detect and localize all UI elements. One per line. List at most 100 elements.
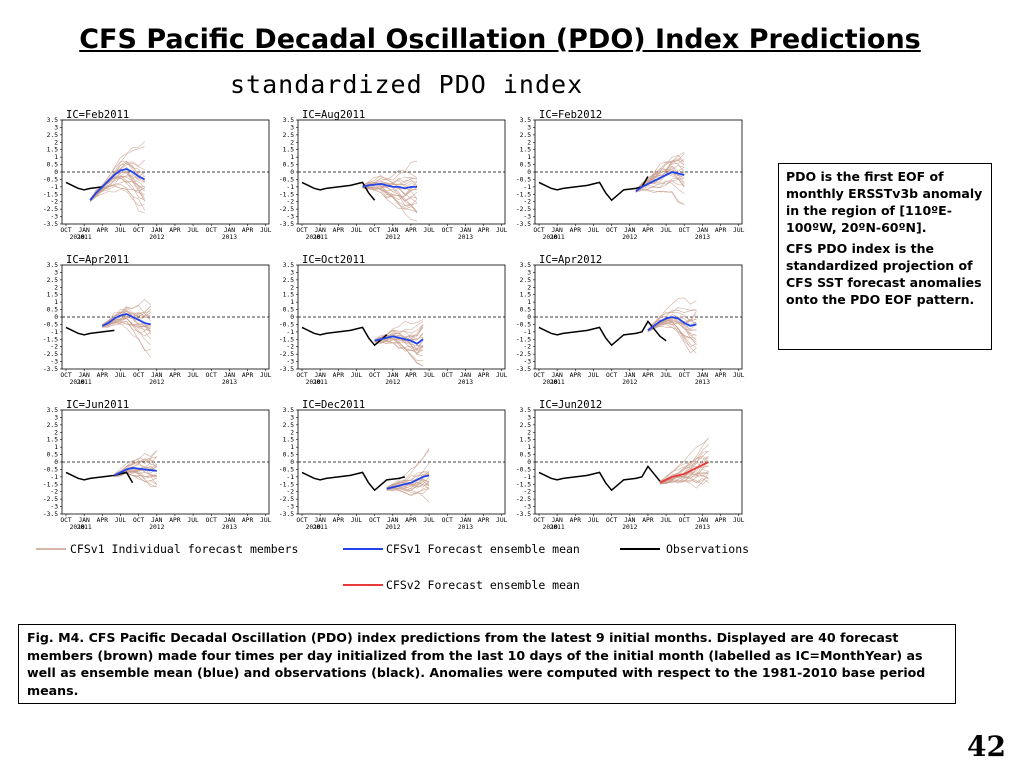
panel-ic-aug2011-member-line	[362, 186, 418, 208]
panel-ic-dec2011-xtick-label: JUL	[423, 517, 435, 524]
panel-ic-dec2011-observations-line	[301, 471, 406, 492]
panel-ic-jun2011-ytick-label: 1.5	[47, 437, 59, 444]
panel-ic-apr2012-member-line	[647, 322, 697, 348]
panel-ic-jun2012-ytick-label: 0.5	[520, 452, 532, 459]
panel-ic-aug2011-xtick-label: JUL	[423, 227, 435, 234]
panel-ic-feb2012-xtick-label: APR	[642, 227, 654, 234]
panel-ic-feb2012-ytick-label: -1	[523, 184, 531, 191]
panel-ic-oct2011-ytick-label: -2	[286, 344, 294, 351]
legend-v1-mean-label: CFSv1 Forecast ensemble mean	[386, 542, 580, 556]
panel-ic-apr2011-member-line	[102, 306, 151, 326]
panel-ic-jun2012-xtick-label: APR	[570, 517, 582, 524]
panel-ic-apr2012-ytick-label: 0.5	[520, 307, 532, 314]
panel-ic-apr2011-xtick-label: JUL	[187, 372, 199, 379]
panel-ic-jun2012-ytick-label: 2	[527, 429, 531, 436]
panel-ic-feb2011-ytick-label: -3	[50, 214, 58, 221]
panel-ic-oct2011-xtick-label: OCT	[369, 372, 381, 379]
panel-ic-dec2011-year-label: 2012	[385, 524, 400, 531]
panel-ic-oct2011-xtick-label: OCT	[442, 372, 454, 379]
panel-ic-dec2011-ytick-label: -3.5	[279, 511, 294, 518]
panel-ic-feb2012-label: IC=Feb2012	[539, 109, 602, 121]
panel-ic-aug2011-ytick-label: -3.5	[279, 221, 294, 228]
panel-ic-jun2012-member-line	[660, 469, 709, 484]
panel-ic-jun2012-ytick-label: 1.5	[520, 437, 532, 444]
panel-ic-jun2012-ytick-label: -2	[523, 489, 531, 496]
panel-ic-jun2012-member-line	[659, 437, 709, 482]
panel-ic-aug2011-ytick-label: 1	[290, 154, 294, 161]
panel-ic-dec2011-member-line	[386, 489, 430, 503]
panel-ic-feb2012-year-label: 2011	[550, 234, 565, 241]
panel-ic-feb2011-label: IC=Feb2011	[66, 109, 129, 121]
panel-ic-apr2012-ytick-label: 1	[527, 299, 531, 306]
panel-ic-feb2012-ytick-label: 2.5	[520, 132, 532, 139]
panel-ic-jun2012-xtick-label: JAN	[551, 517, 563, 524]
panel-ic-jun2012-member-line	[659, 465, 709, 484]
panel-ic-apr2012-observations-line	[538, 320, 667, 347]
panel-ic-oct2011-ytick-label: 3.5	[283, 262, 295, 269]
legend-members-label: CFSv1 Individual forecast members	[70, 542, 298, 556]
panel-ic-aug2011-ytick-label: 2	[290, 139, 294, 146]
panel-ic-aug2011-ytick-label: -0.5	[279, 176, 294, 183]
panel-ic-apr2011-xtick-label: OCT	[60, 372, 72, 379]
panel-ic-feb2011-ytick-label: 2.5	[47, 132, 59, 139]
cfs-pdo-definition-text: CFS PDO index is the standardized projec…	[786, 241, 982, 307]
panel-ic-feb2011-xtick-label: OCT	[60, 227, 72, 234]
panel-ic-oct2011-ytick-label: 3	[290, 269, 294, 276]
panel-ic-feb2011-xtick-label: APR	[97, 227, 109, 234]
panel-ic-feb2012-member-line	[635, 174, 685, 192]
panel-ic-feb2012-ensemble-mean-line	[635, 171, 685, 193]
panel-ic-feb2012-year-label: 2013	[695, 234, 710, 241]
panel-ic-apr2011-member-line	[102, 319, 151, 340]
panel-ic-dec2011-ytick-label: -2	[286, 489, 294, 496]
panel-ic-apr2012-xtick-label: OCT	[679, 372, 691, 379]
panel-ic-jun2012-xtick-label: APR	[642, 517, 654, 524]
panel-ic-dec2011-xtick-label: JUL	[351, 517, 363, 524]
panel-ic-apr2011-ytick-label: -3.5	[43, 366, 58, 373]
panel-ic-dec2011-ytick-label: 0.5	[283, 452, 295, 459]
panel-ic-jun2012-member-line	[659, 471, 709, 484]
panel-ic-dec2011-ytick-label: -2.5	[279, 496, 294, 503]
panel-ic-dec2011-label: IC=Dec2011	[302, 399, 365, 411]
panel-ic-apr2012-xtick-label: OCT	[533, 372, 545, 379]
panel-ic-aug2011-ytick-label: -2.5	[279, 206, 294, 213]
panel-ic-dec2011-member-line	[386, 479, 430, 489]
panel-ic-apr2011-ytick-label: -2	[50, 344, 58, 351]
panel-ic-feb2012-ytick-label: -2	[523, 199, 531, 206]
panel-ic-oct2011-ytick-label: -1.5	[279, 336, 294, 343]
panel-ic-dec2011-ytick-label: 1.5	[283, 437, 295, 444]
panel-ic-oct2011-xtick-label: JAN	[387, 372, 399, 379]
panel-ic-feb2012-year-label: 2012	[622, 234, 637, 241]
panel-ic-dec2011-ensemble-mean-line	[386, 474, 430, 490]
panel-ic-feb2011-ytick-label: -1.5	[43, 191, 58, 198]
panel-ic-dec2011-xtick-label: OCT	[369, 517, 381, 524]
panel-ic-apr2011-year-label: 2013	[222, 379, 237, 386]
panel-ic-oct2011-xtick-label: OCT	[296, 372, 308, 379]
panel-ic-apr2011-xtick-label: JAN	[224, 372, 236, 379]
panel-ic-oct2011-label: IC=Oct2011	[302, 254, 365, 266]
panel-ic-oct2011-xtick-label: JUL	[423, 372, 435, 379]
panel-ic-apr2011-ytick-label: 3	[54, 269, 58, 276]
panel-ic-apr2011-ytick-label: 2.5	[47, 277, 59, 284]
panel-ic-dec2011-ytick-label: 1	[290, 444, 294, 451]
panel-ic-feb2012-xtick-label: JAN	[697, 227, 709, 234]
panel-ic-oct2011-member-line	[374, 335, 424, 351]
panel-ic-dec2011-xtick-label: OCT	[296, 517, 308, 524]
panel-ic-jun2012-xtick-label: JUL	[660, 517, 672, 524]
panel-ic-jun2011-year-label: 2012	[149, 524, 164, 531]
legend-v2-mean-label: CFSv2 Forecast ensemble mean	[386, 578, 580, 592]
panel-ic-jun2011-ytick-label: 2	[54, 429, 58, 436]
panel-ic-aug2011-ytick-label: 2.5	[283, 132, 295, 139]
panel-ic-apr2011-ytick-label: 1.5	[47, 292, 59, 299]
panel-ic-aug2011-ensemble-mean-line	[362, 182, 417, 190]
panel-ic-apr2012-ytick-label: 2	[527, 284, 531, 291]
panel-ic-jun2011-xtick-label: JAN	[78, 517, 90, 524]
panel-ic-jun2011-ytick-label: -3	[50, 504, 58, 511]
panel-ic-feb2012-xtick-label: JAN	[551, 227, 563, 234]
panel-ic-apr2012-member-line	[647, 312, 697, 330]
panel-ic-jun2011-ytick-label: -2.5	[43, 496, 58, 503]
panel-ic-apr2011-ensemble-mean-line	[101, 313, 151, 327]
panel-ic-dec2011-ytick-label: 2	[290, 429, 294, 436]
panel-ic-oct2011-xtick-label: JUL	[351, 372, 363, 379]
panel-ic-jun2011-ytick-label: -1	[50, 474, 58, 481]
panel-ic-jun2012-xtick-label: OCT	[606, 517, 618, 524]
